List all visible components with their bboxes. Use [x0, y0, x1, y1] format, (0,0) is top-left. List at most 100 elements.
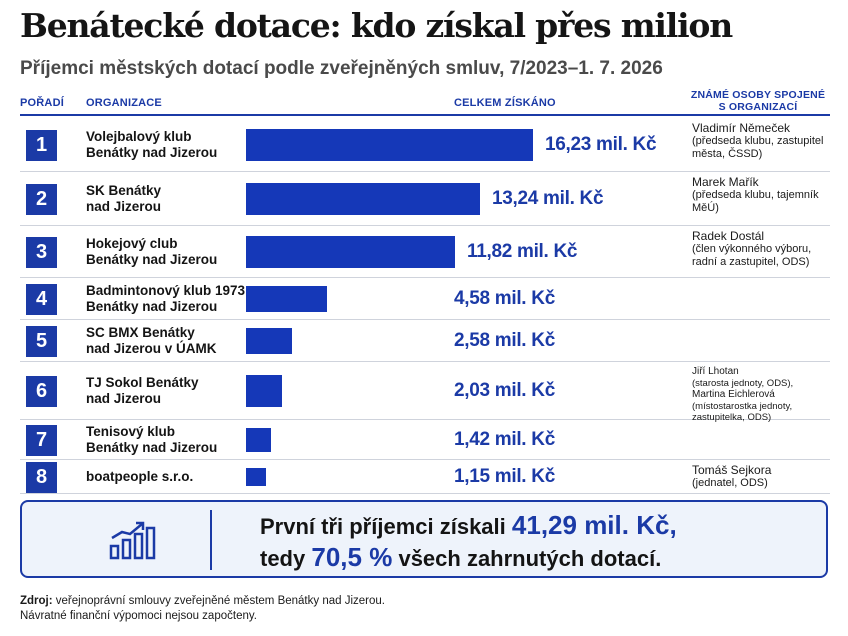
summary-percent: 70,5 %	[311, 542, 393, 572]
column-header-rank: POŘADÍ	[20, 97, 64, 109]
row-separator	[20, 225, 830, 226]
organization-line-2: Benátky nad Jizerou	[86, 440, 218, 455]
organization-name: TJ Sokol Benátky nad Jizerou	[86, 375, 246, 407]
value-label: 16,23 mil. Kč	[545, 134, 657, 155]
page-subtitle: Příjemci městských dotací podle zveřejně…	[20, 58, 663, 79]
organization-line-1: Volejbalový klub	[86, 129, 192, 144]
bar-chart: 1 Volejbalový klub Benátky nad Jizerou 16,2…	[20, 118, 830, 494]
bar	[246, 183, 480, 215]
table-row: 5 SC BMX Benátky nad Jizerou v ÚAMK 2,58 mi…	[20, 320, 830, 362]
summary-text: První tři příjemci získali 41,29 mil. Kč…	[260, 510, 677, 574]
bar-chart-growth-icon	[109, 521, 156, 560]
table-row: 3 Hokejový club Benátky nad Jizerou 11,82 m…	[20, 226, 830, 278]
table-row: 7 Tenisový klub Benátky nad Jizerou 1,42 mi…	[20, 420, 830, 460]
source-text: veřejnoprávní smlouvy zveřejněné městem …	[55, 595, 385, 607]
person-role: (jednatel, ODS)	[692, 477, 768, 489]
person-info: Vladimír Němeček (předseda klubu, zastupi…	[692, 122, 832, 161]
row-separator	[20, 459, 830, 460]
organization-line-1: Badmintonový klub 1973	[86, 283, 246, 298]
person-name: Vladimír Němeček	[692, 121, 791, 135]
organization-line-2: Benátky nad Jizerou	[86, 252, 218, 267]
person-role: (předseda klubu, zastupitel města, ČSSD)	[692, 135, 824, 160]
person-role: (předseda klubu, tajemník MěÚ)	[692, 189, 819, 214]
organization-line-1: boatpeople s.r.o.	[86, 469, 194, 484]
person-name: Martina Eichlerová	[692, 389, 775, 400]
row-separator	[20, 277, 830, 278]
organization-line-1: Tenisový klub	[86, 424, 176, 439]
person-info: Jiří Lhotan (starosta jednoty, ODS), Marti…	[692, 366, 832, 424]
column-header-total: CELKEM ZÍSKÁNO	[454, 97, 556, 109]
column-header-organization: ORGANIZACE	[86, 97, 162, 109]
table-row: 2 SK Benátky nad Jizerou 13,24 mil. Kč Marek…	[20, 172, 830, 226]
person-name: Jiří Lhotan	[692, 366, 739, 377]
organization-line-2: nad Jizerou v ÚAMK	[86, 341, 217, 356]
organization-line-2: nad Jizerou	[86, 199, 162, 214]
bar	[246, 428, 271, 452]
row-separator	[20, 493, 830, 494]
value-label: 11,82 mil. Kč	[467, 241, 578, 262]
person-name: Marek Mařík	[692, 175, 759, 189]
person-role: (místostarostka jednoty, zastupitelka, O…	[692, 400, 793, 424]
person-info: Radek Dostál (člen výkonného výboru, radn…	[692, 230, 832, 269]
person-name: Radek Dostál	[692, 229, 765, 243]
organization-name: Hokejový club Benátky nad Jizerou	[86, 236, 246, 268]
table-row: 8 boatpeople s.r.o. 1,15 mil. Kč Tomáš Sejk…	[20, 460, 830, 494]
summary-text-3: všech zahrnutých dotací.	[398, 546, 662, 571]
organization-line-1: SC BMX Benátky	[86, 325, 195, 340]
organization-name: SC BMX Benátky nad Jizerou v ÚAMK	[86, 325, 246, 357]
summary-text-2: tedy	[260, 546, 306, 571]
organization-line-2: nad Jizerou	[86, 391, 162, 406]
rank-badge: 5	[26, 326, 57, 357]
row-separator	[20, 171, 830, 172]
organization-name: Tenisový klub Benátky nad Jizerou	[86, 424, 246, 456]
bar	[246, 375, 282, 407]
summary-amount: 41,29 mil. Kč,	[511, 510, 677, 540]
value-label: 4,58 mil. Kč	[454, 288, 555, 309]
organization-line-1: SK Benátky	[86, 183, 162, 198]
header-rule	[20, 114, 830, 116]
column-header-persons: ZNÁMÉ OSOBY SPOJENÉ S ORGANIZACÍ	[690, 89, 826, 113]
organization-name: Volejbalový klub Benátky nad Jizerou	[86, 129, 246, 161]
organization-line-1: TJ Sokol Benátky	[86, 375, 199, 390]
page-title: Benátecké dotace: kdo získal přes milion	[20, 6, 733, 45]
source-label: Zdroj:	[20, 595, 53, 607]
summary-box: První tři příjemci získali 41,29 mil. Kč…	[20, 500, 828, 578]
row-separator	[20, 319, 830, 320]
value-label: 1,15 mil. Kč	[454, 466, 555, 487]
source-footnote: Návratné finanční výpomoci nejsou započt…	[20, 610, 257, 622]
rank-badge: 2	[26, 184, 57, 215]
summary-divider	[210, 510, 212, 570]
person-role: (starosta jednoty, ODS),	[692, 377, 794, 389]
table-row: 1 Volejbalový klub Benátky nad Jizerou 16,2…	[20, 118, 830, 172]
bar	[246, 129, 533, 161]
value-label: 1,42 mil. Kč	[454, 429, 555, 450]
rank-badge: 1	[26, 130, 57, 161]
table-row: 6 TJ Sokol Benátky nad Jizerou 2,03 mil. Kč…	[20, 362, 830, 423]
value-label: 2,58 mil. Kč	[454, 330, 555, 351]
person-info: Tomáš Sejkora (jednatel, ODS)	[692, 464, 832, 490]
organization-line-2: Benátky nad Jizerou	[86, 299, 218, 314]
row-separator	[20, 419, 830, 420]
organization-line-2: Benátky nad Jizerou	[86, 145, 218, 160]
bar	[246, 286, 327, 312]
rank-badge: 8	[26, 462, 57, 493]
person-role: (člen výkonného výboru, radní a zastupit…	[692, 243, 812, 268]
value-label: 2,03 mil. Kč	[454, 380, 555, 401]
rank-badge: 6	[26, 376, 57, 407]
table-row: 4 Badmintonový klub 1973 Benátky nad Jizer…	[20, 278, 830, 320]
rank-badge: 3	[26, 237, 57, 268]
organization-line-1: Hokejový club	[86, 236, 178, 251]
bar	[246, 328, 292, 354]
rank-badge: 7	[26, 425, 57, 456]
summary-text-1: První tři příjemci získali	[260, 514, 506, 539]
organization-name: Badmintonový klub 1973 Benátky nad Jizero…	[86, 283, 246, 315]
person-name: Tomáš Sejkora	[692, 463, 772, 477]
person-info: Marek Mařík (předseda klubu, tajemník MěÚ…	[692, 176, 832, 215]
value-label: 13,24 mil. Kč	[492, 188, 604, 209]
rank-badge: 4	[26, 284, 57, 315]
organization-name: boatpeople s.r.o.	[86, 469, 246, 485]
bar	[246, 236, 455, 268]
bar	[246, 468, 266, 486]
source-note: Zdroj: veřejnoprávní smlouvy zveřejněné …	[20, 594, 385, 624]
row-separator	[20, 361, 830, 362]
